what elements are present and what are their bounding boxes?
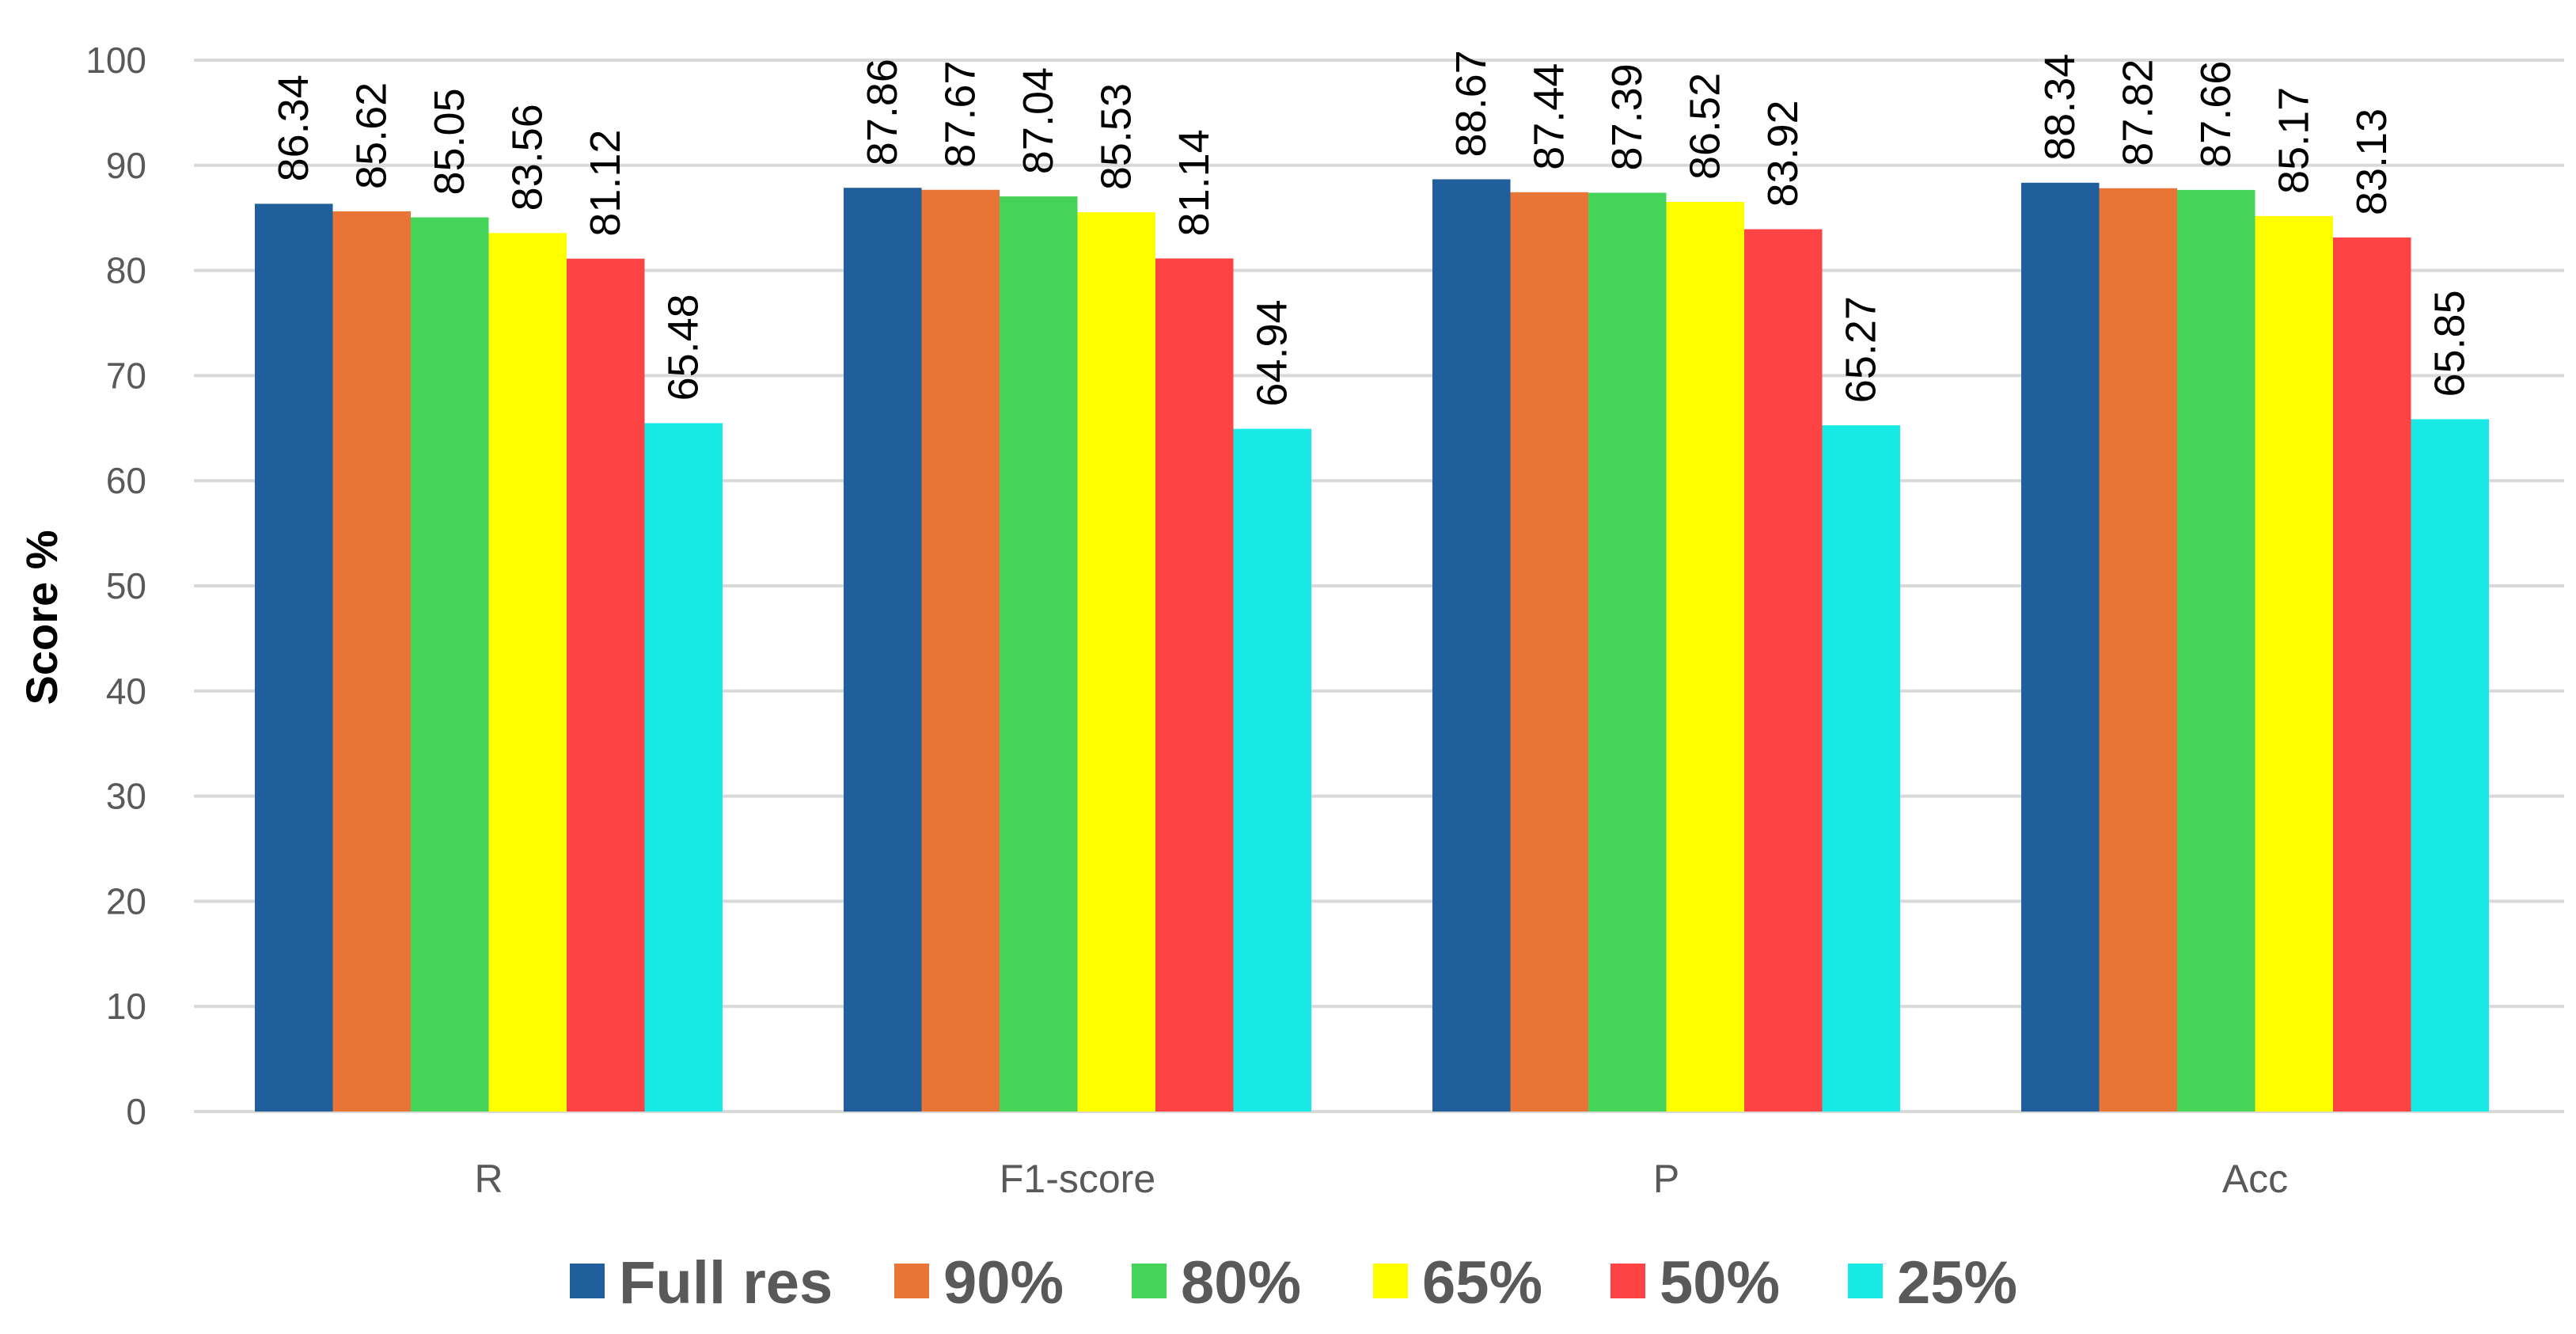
y-axis-label: Score % [17, 530, 66, 705]
data-label: 85.62 [348, 82, 396, 189]
data-label: 83.92 [1759, 100, 1807, 207]
legend-swatch [1610, 1264, 1645, 1298]
y-tick-label: 50 [106, 565, 146, 606]
data-label: 85.05 [426, 88, 473, 195]
data-label: 83.56 [504, 104, 552, 211]
data-label: 87.04 [1015, 67, 1062, 174]
bar [844, 188, 922, 1112]
data-label: 87.86 [859, 59, 906, 165]
data-label: 88.67 [1447, 50, 1495, 157]
bar [2333, 238, 2411, 1112]
y-tick-label: 10 [106, 986, 146, 1027]
legend-label: 90% [943, 1249, 1064, 1317]
data-label: 85.53 [1093, 83, 1140, 190]
legend-label: 50% [1660, 1249, 1780, 1317]
data-label: 86.52 [1682, 73, 1729, 180]
bar [921, 189, 1000, 1112]
y-tick-label: 30 [106, 776, 146, 817]
legend-swatch [894, 1264, 929, 1298]
y-tick-label: 70 [106, 355, 146, 396]
legend-swatch [1132, 1264, 1167, 1298]
y-tick-label: 100 [85, 40, 146, 81]
y-tick-label: 60 [106, 460, 146, 501]
data-label: 81.12 [582, 130, 629, 237]
x-category-label: F1-score [1000, 1157, 1155, 1201]
bar [2411, 419, 2489, 1112]
bar [2255, 215, 2333, 1112]
y-tick-label: 80 [106, 250, 146, 291]
data-label: 87.67 [937, 61, 984, 168]
bars [255, 179, 2489, 1112]
bar [1510, 192, 1588, 1112]
bar [1822, 425, 1900, 1112]
x-axis-categories: R F1-score P Acc [474, 1157, 2288, 1201]
legend-swatch [570, 1264, 605, 1298]
data-label: 83.13 [2348, 108, 2396, 215]
y-tick-label: 90 [106, 145, 146, 186]
y-tick-label: 20 [106, 880, 146, 922]
legend-swatch [1373, 1264, 1408, 1298]
legend-label: 80% [1181, 1249, 1301, 1317]
legend-swatch [1848, 1264, 1883, 1298]
x-category-label: Acc [2222, 1157, 2288, 1201]
bar [2177, 189, 2255, 1112]
bar [1233, 428, 1311, 1112]
data-labels: 86.34 87.86 88.67 88.34 85.62 87.67 87.44 87.82… [270, 50, 2474, 406]
bar [1744, 229, 1823, 1112]
data-label: 87.44 [1526, 63, 1573, 170]
data-label: 85.17 [2271, 87, 2318, 194]
y-tick-label: 40 [106, 671, 146, 712]
bar [567, 258, 645, 1112]
data-label: 87.39 [1603, 63, 1651, 170]
bar [255, 203, 333, 1112]
bar [411, 217, 489, 1112]
bar [488, 233, 567, 1112]
legend: Full res 90% 80% 65% 50% 25% [570, 1249, 2017, 1317]
legend-label: 65% [1422, 1249, 1542, 1317]
legend-label: 25% [1897, 1249, 2017, 1317]
data-label: 64.94 [1249, 299, 1296, 406]
x-category-label: P [1653, 1157, 1679, 1201]
x-category-label: R [474, 1157, 503, 1201]
data-label: 88.34 [2036, 54, 2084, 161]
bar [2099, 188, 2177, 1112]
data-label: 87.82 [2115, 59, 2162, 166]
bar [332, 211, 411, 1112]
bar [2021, 182, 2100, 1112]
data-label: 86.34 [270, 74, 317, 181]
bar [1000, 196, 1078, 1112]
y-tick-label: 0 [126, 1091, 146, 1132]
bar [1588, 192, 1667, 1112]
data-label: 65.48 [660, 294, 708, 401]
bar [1077, 212, 1155, 1112]
data-label: 81.14 [1170, 129, 1218, 236]
legend-label: Full res [619, 1249, 833, 1317]
bar [1155, 258, 1234, 1112]
data-label: 87.66 [2192, 61, 2240, 168]
y-axis-ticks: 0 10 20 30 40 50 60 70 80 90 100 [85, 40, 146, 1132]
bar [644, 423, 723, 1112]
bar [1432, 179, 1511, 1112]
data-label: 65.27 [1838, 296, 1885, 403]
bar [1666, 202, 1744, 1112]
data-label: 65.85 [2426, 290, 2474, 397]
